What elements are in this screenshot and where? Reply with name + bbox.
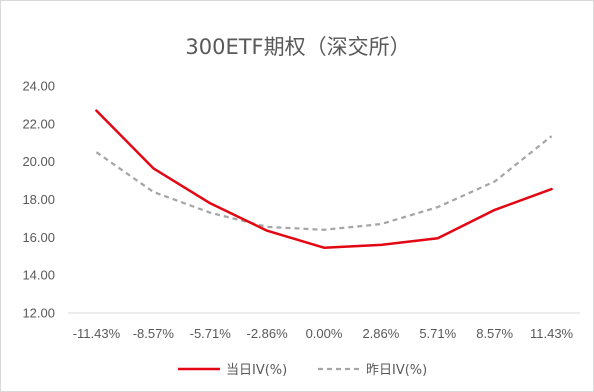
y-tick-label: 22.00 xyxy=(22,116,55,131)
x-tick-label: 0.00% xyxy=(306,326,343,341)
x-tick-label: 8.57% xyxy=(476,326,513,341)
x-tick-label: 11.43% xyxy=(530,326,574,341)
legend: 当日IV(%) 昨日IV(%) xyxy=(178,363,427,378)
series-line-current-day xyxy=(95,109,553,249)
y-tick-label: 12.00 xyxy=(22,306,55,321)
series-line-previous-day xyxy=(95,135,553,231)
x-tick-label: 2.86% xyxy=(362,326,399,341)
y-tick-label: 16.00 xyxy=(22,230,55,245)
x-axis: -11.43% -8.57% -5.71% -2.86% 0.00% 2.86% 5.71%… xyxy=(73,326,574,341)
x-tick-label: -5.71% xyxy=(190,326,232,341)
x-tick-label: -11.43% xyxy=(73,326,121,341)
legend-item-current-day: 当日IV(%) xyxy=(178,363,287,378)
legend-item-previous-day: 昨日IV(%) xyxy=(318,363,427,378)
y-tick-label: 24.00 xyxy=(22,79,55,94)
chart-title: 300ETF期权（深交所） xyxy=(185,35,411,59)
x-tick-label: -8.57% xyxy=(133,326,175,341)
y-tick-label: 14.00 xyxy=(22,268,55,283)
x-tick-label: -2.86% xyxy=(247,326,289,341)
legend-label: 昨日IV(%) xyxy=(366,363,427,378)
y-axis: 12.00 14.00 16.00 18.00 20.00 22.00 24.00 xyxy=(22,79,55,321)
y-tick-label: 18.00 xyxy=(22,192,55,207)
series-layer xyxy=(95,109,553,249)
y-tick-label: 20.00 xyxy=(22,154,55,169)
legend-label: 当日IV(%) xyxy=(226,363,287,378)
x-tick-label: 5.71% xyxy=(419,326,456,341)
